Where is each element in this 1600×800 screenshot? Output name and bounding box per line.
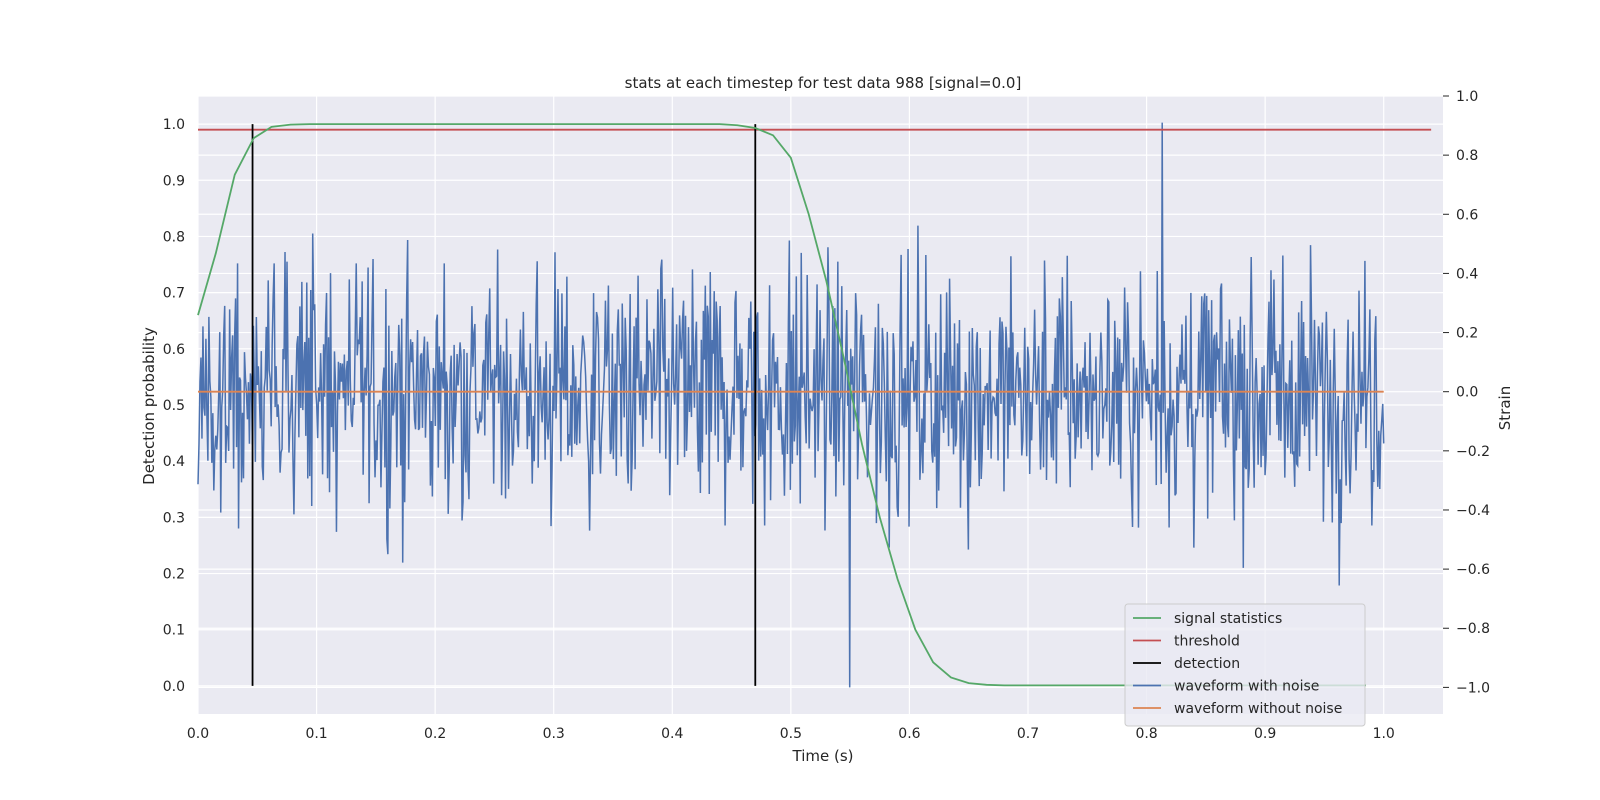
- chart-title: stats at each timestep for test data 988…: [625, 74, 1022, 92]
- legend-entry: waveform without noise: [1174, 701, 1342, 717]
- left-axis-ticks: 0.0 0.1 0.2 0.3 0.4 0.5 0.6 0.7 0.8 0.9 1.0: [163, 117, 185, 695]
- y-right-tick-label: −1.0: [1456, 680, 1490, 696]
- y-left-tick-label: 0.5: [163, 398, 185, 414]
- x-tick-label: 0.5: [780, 726, 802, 742]
- series-waveform-with-noise: [197, 122, 1385, 688]
- y-right-tick-label: −0.2: [1456, 444, 1490, 460]
- y-right-tick-label: −0.4: [1456, 503, 1490, 519]
- legend: signal statistics threshold detection wavef…: [1124, 603, 1366, 727]
- y-right-tick-label: −0.6: [1456, 562, 1490, 578]
- y-right-tick-label: −0.8: [1456, 621, 1490, 637]
- x-tick-label: 0.0: [187, 726, 209, 742]
- x-axis-label: Time (s): [792, 747, 854, 765]
- legend-entry: threshold: [1174, 634, 1240, 650]
- series-layer: [197, 122, 1432, 688]
- right-axis-ticks: −1.0 −0.8 −0.6 −0.4 −0.2 0.0 0.2 0.4 0.6 0.8 1.0: [1443, 89, 1490, 696]
- legend-entry: signal statistics: [1174, 611, 1282, 627]
- legend-box: [1124, 603, 1366, 727]
- y-right-tick-label: 1.0: [1456, 89, 1478, 105]
- y-axis-label-left: Detection probability: [140, 327, 158, 485]
- y-left-tick-label: 0.7: [163, 286, 185, 302]
- y-left-tick-label: 0.9: [163, 173, 185, 189]
- series-signal-statistics: [197, 123, 1366, 687]
- x-tick-label: 0.7: [1017, 726, 1039, 742]
- y-left-tick-label: 0.1: [163, 623, 185, 639]
- y-left-tick-label: 0.6: [163, 342, 185, 358]
- y-left-tick-label: 0.2: [163, 567, 185, 583]
- x-tick-label: 0.4: [661, 726, 683, 742]
- y-right-tick-label: 0.6: [1456, 207, 1478, 223]
- y-right-tick-label: 0.2: [1456, 326, 1478, 342]
- legend-entry: waveform with noise: [1174, 679, 1319, 695]
- x-axis-ticks: 0.0 0.1 0.2 0.3 0.4 0.5 0.6 0.7 0.8 0.9 1.0: [187, 726, 1395, 742]
- y-right-tick-label: 0.0: [1456, 385, 1478, 401]
- x-tick-label: 0.8: [1135, 726, 1157, 742]
- legend-entry: detection: [1174, 656, 1240, 672]
- x-tick-label: 0.2: [424, 726, 446, 742]
- y-left-tick-label: 0.0: [163, 679, 185, 695]
- x-tick-label: 1.0: [1373, 726, 1395, 742]
- x-tick-label: 0.1: [305, 726, 327, 742]
- x-tick-label: 0.9: [1254, 726, 1276, 742]
- y-left-tick-label: 0.3: [163, 510, 185, 526]
- y-left-tick-label: 0.8: [163, 229, 185, 245]
- y-axis-label-right: Strain: [1496, 386, 1514, 430]
- y-left-tick-label: 1.0: [163, 117, 185, 133]
- y-right-tick-label: 0.8: [1456, 148, 1478, 164]
- x-tick-label: 0.6: [898, 726, 920, 742]
- x-tick-label: 0.3: [543, 726, 565, 742]
- y-right-tick-label: 0.4: [1456, 266, 1478, 282]
- y-left-tick-label: 0.4: [163, 454, 185, 470]
